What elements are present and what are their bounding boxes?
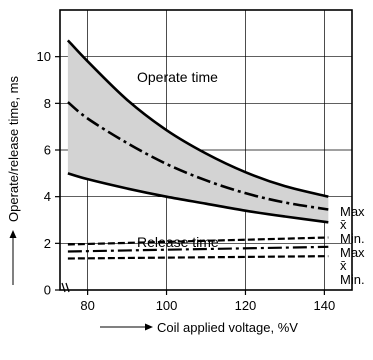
legend-operate-mean: x̄ — [340, 217, 347, 232]
x-axis-arrow-icon — [100, 323, 153, 331]
series-line-operate-max — [66, 39, 329, 198]
y-axis-label: Operate/release time, ms — [6, 76, 21, 222]
series-line-release-max — [67, 236, 329, 246]
x-axis-ticks: 80 100 120 140 — [80, 290, 335, 313]
legend-operate-min: Min. — [340, 231, 365, 246]
legend-release-min: Min. — [340, 272, 365, 287]
operate-time-band — [67, 40, 329, 223]
y-axis-arrow-icon — [9, 230, 17, 285]
y-tick-label: 0 — [44, 283, 51, 298]
legend-operate-max: Max — [340, 204, 365, 219]
x-tick-label: 100 — [156, 298, 178, 313]
release-time-annotation: Release time — [137, 234, 219, 250]
operate-band — [67, 40, 329, 223]
legend-release-mean: x̄ — [340, 258, 347, 273]
y-tick-label: 6 — [44, 143, 51, 158]
series-layer — [66, 39, 329, 260]
series-line-operate-min — [67, 172, 329, 224]
y-tick-label: 8 — [44, 96, 51, 111]
series-line-release-min — [67, 255, 329, 260]
legend-release-max: Max — [340, 245, 365, 260]
series-line-operate-x — [67, 101, 329, 211]
y-axis-ticks: 0 2 4 6 8 10 — [37, 49, 60, 298]
y-tick-label: 10 — [37, 49, 51, 64]
y-tick-label: 4 — [44, 189, 51, 204]
y-tick-label: 2 — [44, 236, 51, 251]
operate-time-annotation: Operate time — [137, 69, 218, 85]
x-tick-label: 120 — [235, 298, 257, 313]
axis-break-icon — [61, 282, 70, 293]
series-line-release-x — [67, 245, 329, 253]
x-axis-label: Coil applied voltage, %V — [157, 320, 298, 335]
x-tick-label: 80 — [80, 298, 94, 313]
x-tick-label: 140 — [314, 298, 336, 313]
